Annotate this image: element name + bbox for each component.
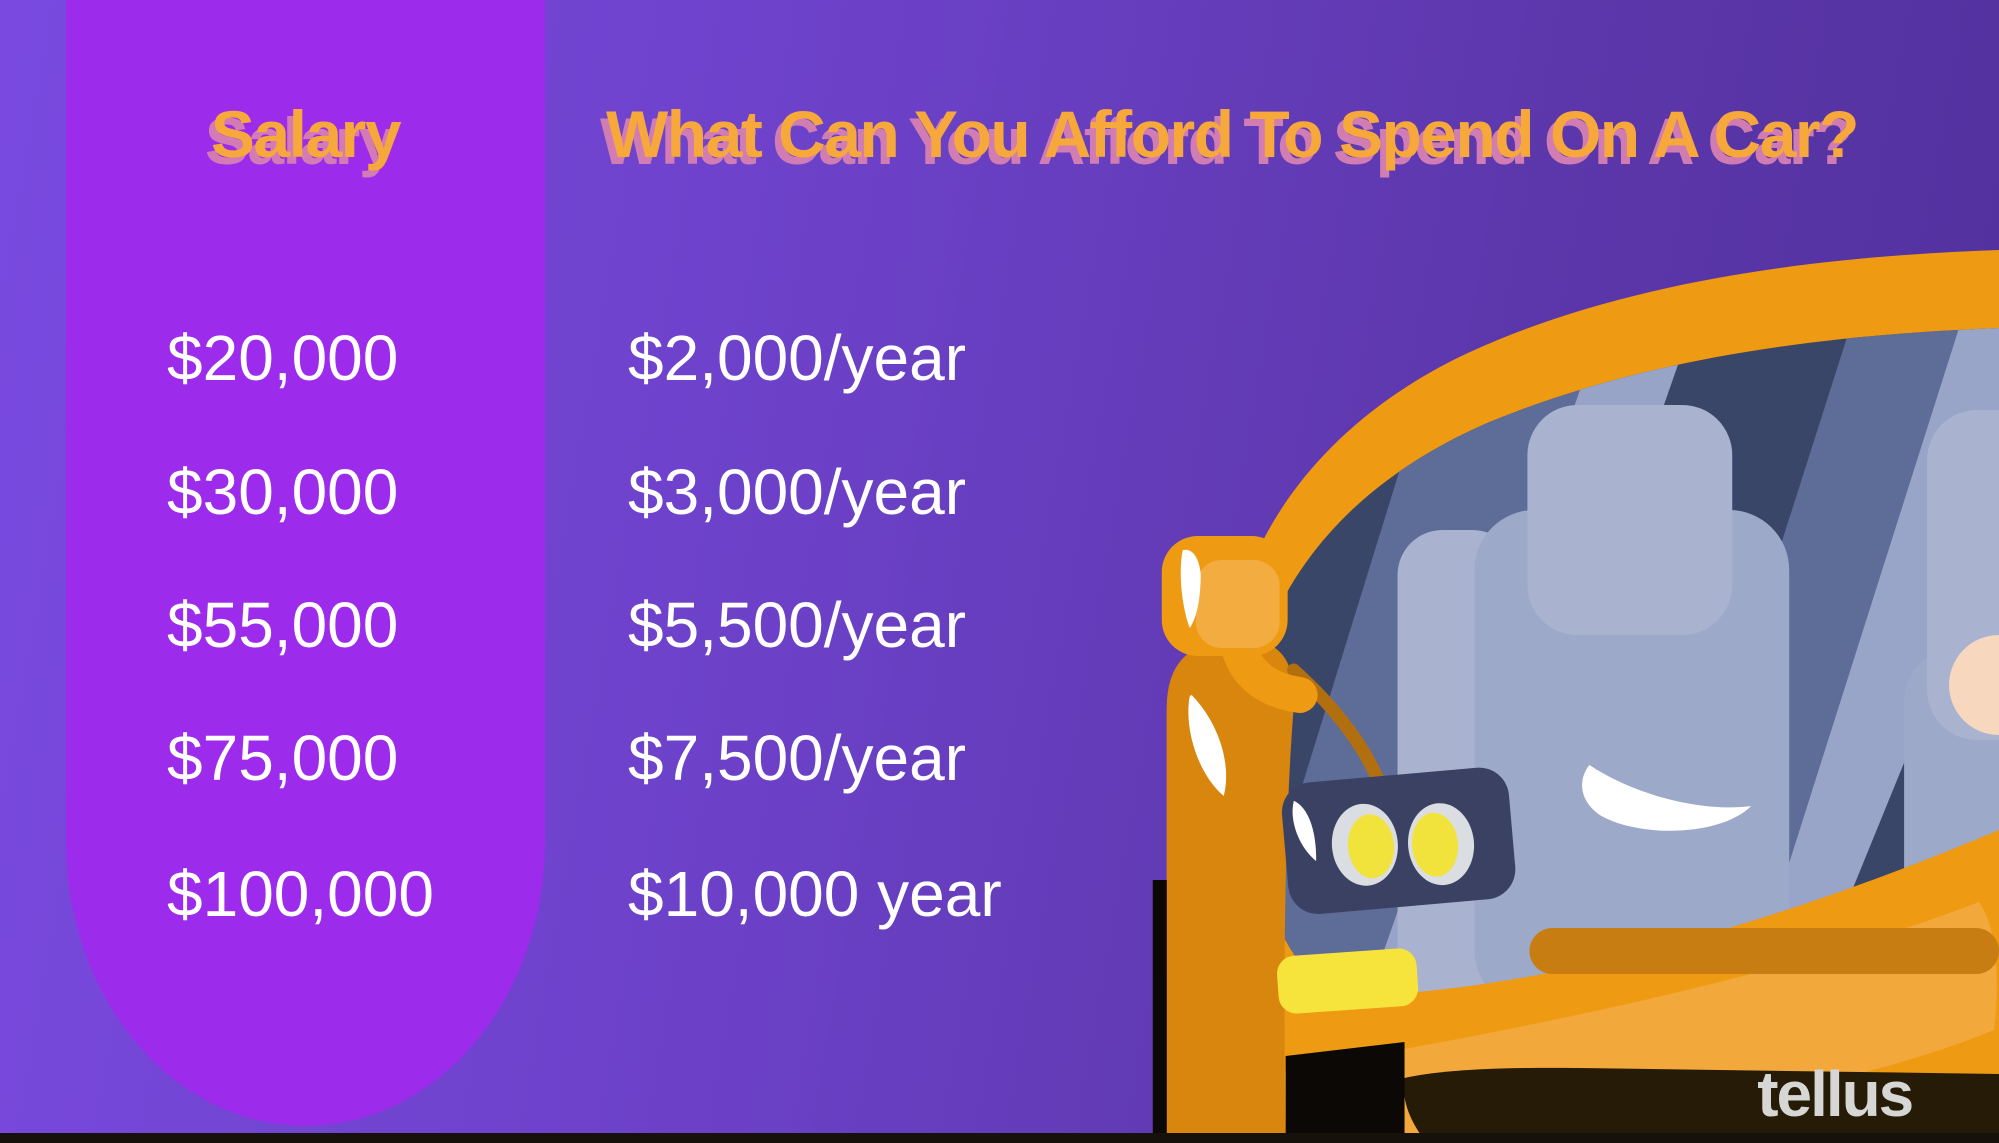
afford-value-row: $2,000/year <box>628 322 967 394</box>
mirror-arm <box>1221 632 1318 713</box>
body-shadow-left <box>1152 880 1167 1133</box>
salary-value-row: $30,000 <box>167 456 399 528</box>
wheel-shadow <box>1285 1042 1405 1133</box>
grille <box>1403 1067 1999 1133</box>
bumper-crease <box>1529 928 1999 974</box>
brand-logo: tellus <box>1757 1058 1912 1130</box>
car-illustration: tellus <box>1152 250 1999 1143</box>
salary-value-row: $100,000 <box>167 858 434 930</box>
seat-back <box>1474 510 1790 1003</box>
passenger-head <box>1949 635 1999 735</box>
hood-shine <box>1582 765 1752 831</box>
headlight-panel <box>1281 767 1516 915</box>
turn-indicator <box>1277 948 1419 1014</box>
afford-value-row: $10,000 year <box>628 858 1002 930</box>
side-mirror-shine <box>1180 549 1201 628</box>
page-title: What Can You Afford To Spend On A Car? <box>606 97 1859 171</box>
bottom-edge-strip <box>0 1133 1999 1143</box>
salary-value-row: $20,000 <box>167 322 399 394</box>
afford-value-row: $3,000/year <box>628 456 967 528</box>
side-mirror-glass <box>1195 560 1280 648</box>
salary-value-row: $55,000 <box>167 589 399 661</box>
salary-column-background <box>66 0 545 1126</box>
afford-value-row: $7,500/year <box>628 722 967 794</box>
salary-value-row: $75,000 <box>167 722 399 794</box>
headlight-panel-shine <box>1292 800 1317 862</box>
afford-value-row: $5,500/year <box>628 589 967 661</box>
headlight-left-bulb <box>1347 814 1395 879</box>
salary-column-header: Salary <box>210 97 402 171</box>
headlight-right-bulb <box>1412 812 1459 877</box>
seat-headrest <box>1527 405 1733 635</box>
fender <box>1166 641 1294 1143</box>
fender-highlight <box>1188 695 1227 796</box>
